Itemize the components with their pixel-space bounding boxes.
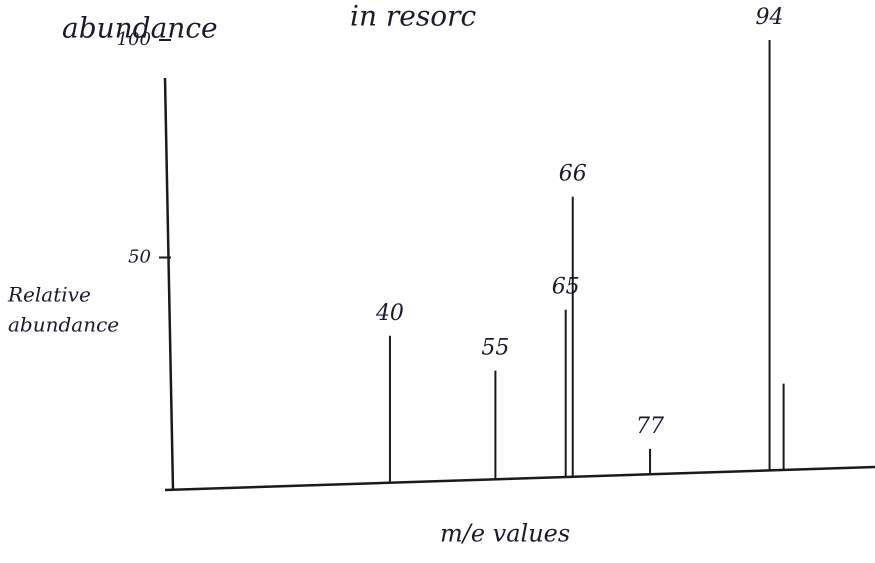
- peak-label: 55: [481, 336, 509, 361]
- y-tick-label: 100: [117, 29, 151, 50]
- x-axis: [165, 467, 875, 490]
- x-axis-label: m/e values: [440, 520, 570, 548]
- peak-label: 40: [375, 301, 404, 326]
- peak-label: 66: [559, 162, 587, 187]
- annotation: in resorc: [350, 0, 476, 33]
- y-axis: [165, 78, 173, 490]
- y-tick-label: 50: [128, 247, 151, 268]
- peak-label: 77: [636, 414, 664, 439]
- chart: abundance in resorc Relative abundance m…: [0, 0, 875, 563]
- peak-label: 65: [552, 275, 580, 300]
- y-axis-label: abundance: [8, 313, 119, 337]
- peak-label: 94: [756, 5, 784, 30]
- y-axis-label: Relative: [7, 283, 91, 307]
